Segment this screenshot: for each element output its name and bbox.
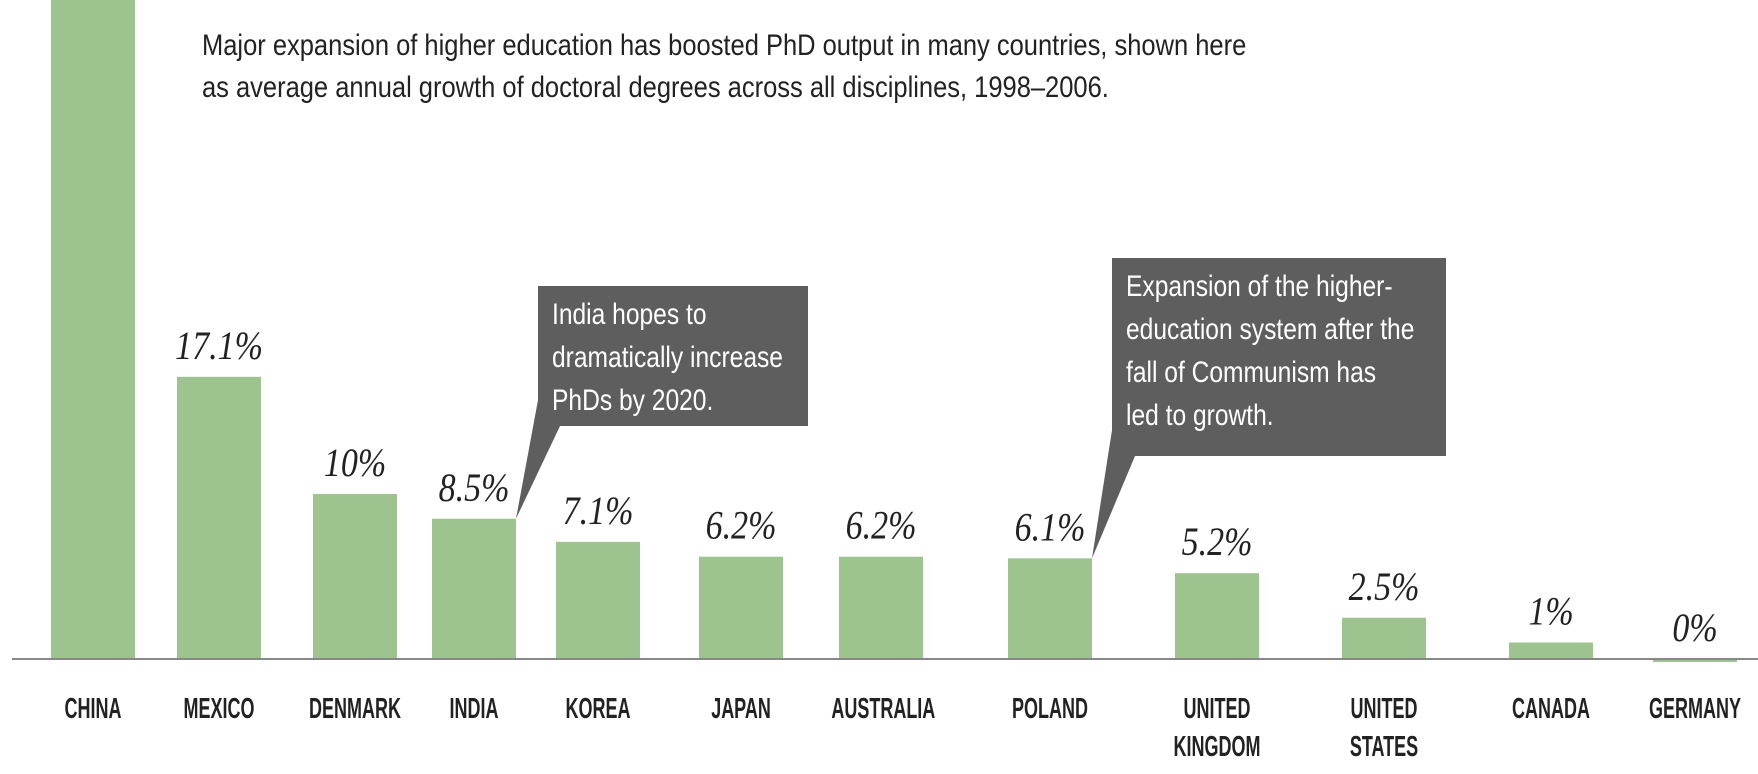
bar — [699, 556, 783, 659]
x-tick-label: INDIA — [449, 693, 499, 725]
bar — [839, 556, 923, 659]
x-tick-label: JAPAN — [711, 693, 771, 725]
callout-box — [1112, 258, 1446, 456]
callout-text: fall of Communism has — [1126, 355, 1376, 389]
bar — [313, 494, 397, 659]
value-label: 17.1% — [175, 324, 263, 368]
x-tick-label: POLAND — [1012, 693, 1088, 725]
callout-box — [538, 286, 808, 426]
callout-text: dramatically increase — [552, 340, 783, 374]
x-tick-label: MEXICO — [183, 693, 255, 725]
subtitle: Major expansion of higher education has … — [202, 28, 1246, 61]
callout-pointer — [516, 400, 560, 519]
callout-text: Expansion of the higher- — [1126, 269, 1393, 303]
value-label: 8.5% — [439, 466, 510, 510]
value-label: 1% — [1528, 590, 1573, 634]
x-tick-label: UNITED STATES — [1349, 693, 1419, 763]
bar — [177, 376, 261, 659]
value-label: 6.2% — [846, 504, 917, 548]
callout-text: India hopes to — [552, 297, 707, 331]
callout-text: led to growth. — [1126, 398, 1274, 432]
bar — [1653, 659, 1737, 662]
bar — [1509, 642, 1593, 659]
value-label: 2.5% — [1349, 565, 1420, 609]
value-label: 7.1% — [563, 489, 634, 533]
subtitle: as average annual growth of doctoral deg… — [202, 70, 1109, 103]
callout-text: education system after the — [1126, 312, 1414, 346]
callout-pointer — [1092, 430, 1135, 559]
value-label: 6.1% — [1015, 506, 1086, 550]
x-tick-label: AUSTRALIA — [831, 693, 936, 725]
bar — [1342, 617, 1426, 659]
bar — [1175, 573, 1259, 659]
value-label: 6.2% — [706, 504, 777, 548]
x-tick-label: GERMANY — [1649, 693, 1741, 725]
x-tick-label: CHINA — [64, 693, 122, 725]
bar — [1008, 558, 1092, 659]
bar — [556, 541, 640, 659]
x-tick-label: UNITED KINGDOM — [1173, 693, 1261, 763]
bar — [51, 0, 135, 659]
callout-text: PhDs by 2020. — [552, 383, 713, 417]
value-label: 10% — [324, 442, 386, 486]
value-label: 5.2% — [1182, 521, 1253, 565]
x-tick-label: KOREA — [565, 693, 631, 725]
x-tick-label: CANADA — [1512, 693, 1590, 725]
value-label: 0% — [1672, 607, 1717, 651]
x-tick-label: DENMARK — [309, 693, 401, 725]
bar — [432, 518, 516, 659]
